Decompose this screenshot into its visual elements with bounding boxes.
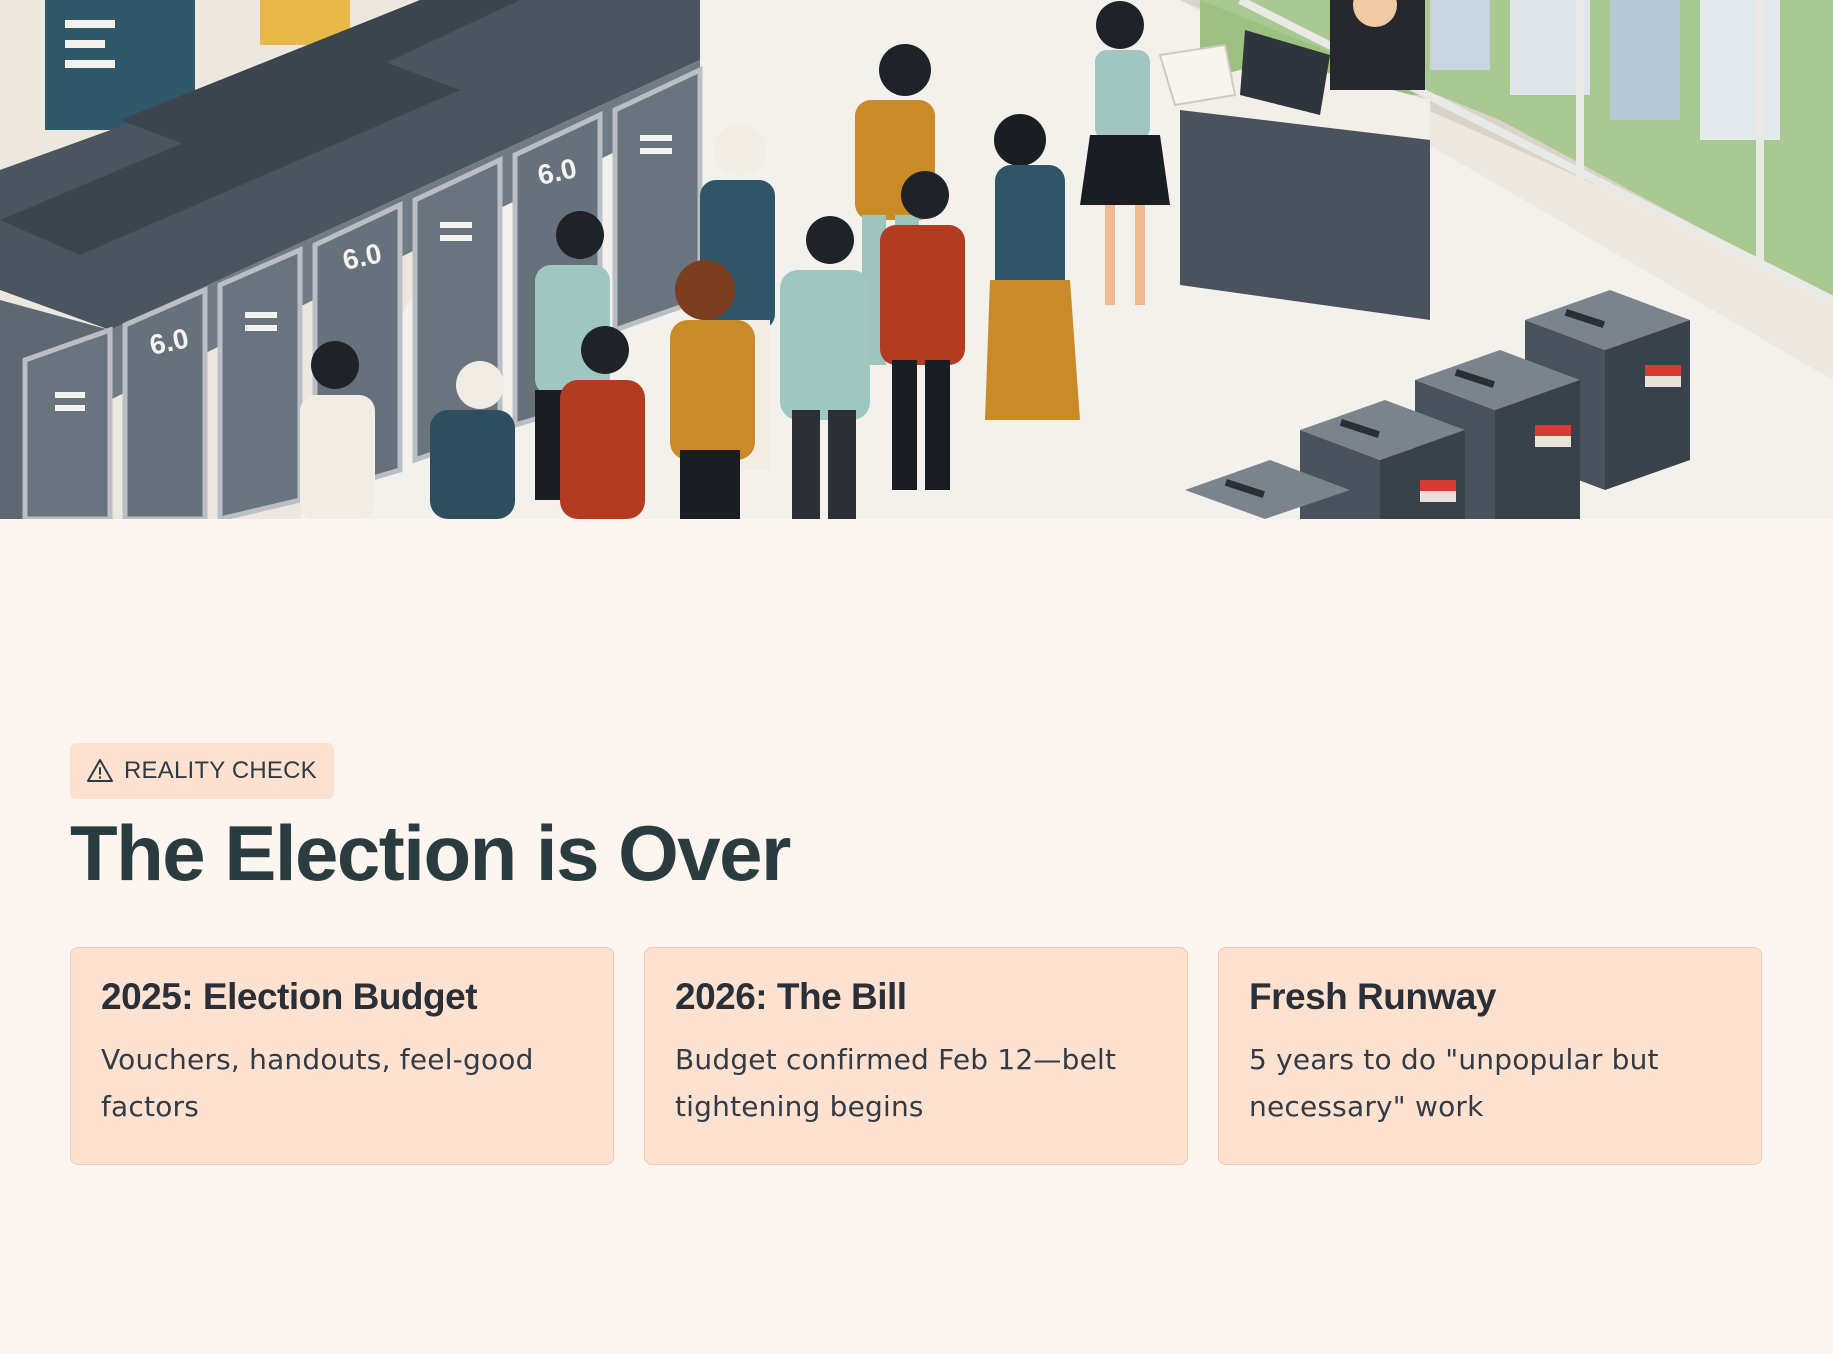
queue-of-voters: [300, 44, 1080, 519]
card-body: Budget confirmed Feb 12—belt tightening …: [675, 1043, 1117, 1123]
card-body: 5 years to do "unpopular but necessary" …: [1249, 1043, 1659, 1123]
card-title: 2026: The Bill: [675, 976, 907, 1017]
card-title: Fresh Runway: [1249, 976, 1496, 1017]
hero-illustration: 6.0 6.0 6.0: [0, 0, 1833, 519]
card-title: 2025: Election Budget: [101, 976, 478, 1017]
card-body: Vouchers, handouts, feel-good factors: [101, 1043, 534, 1123]
page-title: The Election is Over: [70, 809, 791, 897]
officer-figure: [1080, 1, 1237, 305]
registration-desk: [1180, 0, 1430, 320]
info-card: Fresh Runway 5 years to do "unpopular bu…: [1218, 947, 1762, 1165]
reality-check-badge: REALITY CHECK: [70, 743, 334, 799]
main-content: REALITY CHECK The Election is Over 2025:…: [70, 743, 1763, 1165]
card-row: 2025: Election Budget Vouchers, handouts…: [70, 947, 1762, 1165]
info-card: 2026: The Bill Budget confirmed Feb 12—b…: [644, 947, 1188, 1165]
warning-triangle-icon: [87, 759, 113, 782]
badge-label: REALITY CHECK: [124, 757, 317, 784]
ballot-boxes: [1185, 290, 1690, 519]
info-card: 2025: Election Budget Vouchers, handouts…: [70, 947, 614, 1165]
polling-station-illustration: 6.0 6.0 6.0: [0, 0, 1833, 519]
